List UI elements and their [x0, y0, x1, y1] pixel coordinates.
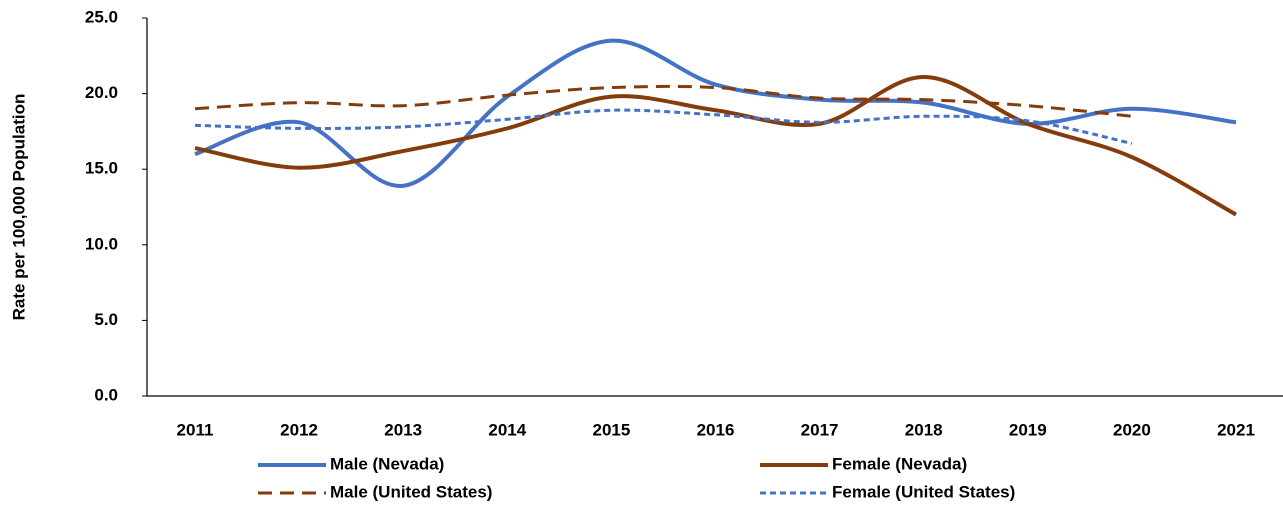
- y-tick-label: 25.0: [85, 7, 118, 26]
- x-tick-label: 2014: [488, 420, 526, 439]
- x-tick-label: 2011: [177, 420, 214, 439]
- series-line: [194, 74, 1237, 217]
- y-tick-label: 15.0: [85, 159, 118, 178]
- x-tick-label: 2015: [592, 420, 630, 439]
- legend-label: Male (United States): [330, 482, 492, 501]
- x-tick-label: 2018: [905, 420, 943, 439]
- x-tick-label: 2020: [1113, 420, 1151, 439]
- y-tick-label: 10.0: [85, 234, 118, 253]
- series-line: [194, 84, 1133, 118]
- legend-label: Female (Nevada): [832, 454, 967, 473]
- x-tick-label: 2021: [1217, 420, 1255, 439]
- series-line: [194, 108, 1133, 145]
- x-tick-label: 2012: [280, 420, 318, 439]
- x-tick-label: 2017: [801, 420, 839, 439]
- x-tick-label: 2013: [384, 420, 422, 439]
- x-tick-label: 2019: [1009, 420, 1047, 439]
- y-axis-label: Rate per 100,000 Population: [9, 94, 28, 321]
- legend-label: Female (United States): [832, 482, 1015, 501]
- series-line: [194, 38, 1237, 188]
- legend-label: Male (Nevada): [330, 454, 444, 473]
- x-tick-label: 2016: [697, 420, 735, 439]
- y-tick-label: 5.0: [94, 310, 118, 329]
- y-tick-label: 0.0: [94, 385, 118, 404]
- y-tick-label: 20.0: [85, 83, 118, 102]
